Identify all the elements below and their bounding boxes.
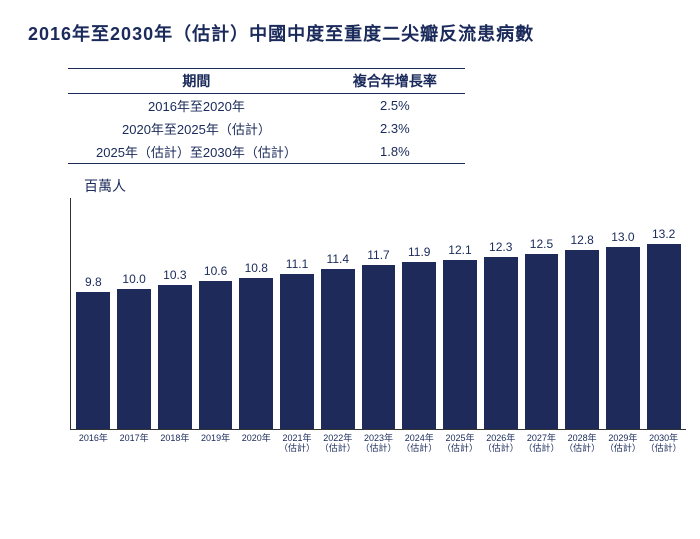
x-tick-label: 2024年（估計） <box>401 433 438 454</box>
plot-area: 9.8 10.0 10.3 10.6 10.8 11.1 11.4 11.7 11.9 12.1 1… <box>70 198 686 430</box>
bar <box>76 292 110 429</box>
x-tick-label: 2016年 <box>75 433 112 454</box>
bar-value-label: 11.9 <box>408 245 430 259</box>
bar-column: 11.4 <box>319 198 356 429</box>
y-axis-unit-label: 百萬人 <box>84 176 672 196</box>
bar-column: 12.8 <box>564 198 601 429</box>
bar <box>443 260 477 429</box>
bar <box>239 278 273 429</box>
bar <box>525 254 559 429</box>
page-root: 2016年至2030年（估計）中國中度至重度二尖瓣反流患病數 期間 複合年增長率… <box>0 0 700 466</box>
cell-cagr: 1.8% <box>325 140 465 164</box>
bar-value-label: 11.4 <box>327 252 349 266</box>
bar-column: 13.2 <box>645 198 682 429</box>
x-tick-label: 2018年 <box>156 433 193 454</box>
table-row: 2025年（估計）至2030年（估計） 1.8% <box>68 140 465 164</box>
cagr-table: 期間 複合年增長率 2016年至2020年 2.5% 2020年至2025年（估… <box>68 68 465 164</box>
bar-column: 10.8 <box>238 198 275 429</box>
bar-value-label: 10.0 <box>122 272 145 286</box>
cell-cagr: 2.5% <box>325 94 465 118</box>
table-row: 2016年至2020年 2.5% <box>68 94 465 118</box>
bar-chart: 9.8 10.0 10.3 10.6 10.8 11.1 11.4 11.7 11.9 12.1 1… <box>70 198 686 454</box>
bar-value-label: 12.5 <box>530 237 553 251</box>
x-tick-label: 2023年（估計） <box>360 433 397 454</box>
bar-value-label: 12.3 <box>489 240 512 254</box>
x-tick-label: 2027年（估計） <box>523 433 560 454</box>
bar-value-label: 12.8 <box>571 233 594 247</box>
th-period: 期間 <box>68 69 325 94</box>
table-row: 2020年至2025年（估計） 2.3% <box>68 117 465 140</box>
bar-column: 11.9 <box>401 198 438 429</box>
bar-column: 10.3 <box>156 198 193 429</box>
bar <box>362 265 396 429</box>
bar-column: 11.1 <box>279 198 316 429</box>
bar-column: 13.0 <box>605 198 642 429</box>
bar <box>402 262 436 429</box>
bar-value-label: 12.1 <box>448 243 471 257</box>
x-tick-label: 2029年（估計） <box>605 433 642 454</box>
cell-cagr: 2.3% <box>325 117 465 140</box>
bar-column: 12.5 <box>523 198 560 429</box>
x-tick-label: 2030年（估計） <box>645 433 682 454</box>
cell-period: 2020年至2025年（估計） <box>68 117 325 140</box>
bar-value-label: 11.1 <box>286 257 308 271</box>
bar-value-label: 10.3 <box>163 268 186 282</box>
bar-value-label: 11.7 <box>367 248 389 262</box>
bar-value-label: 13.0 <box>611 230 634 244</box>
bar-column: 11.7 <box>360 198 397 429</box>
x-axis: 2016年 2017年 2018年 2019年 2020年 2021年（估計）2… <box>71 430 686 454</box>
bar <box>280 274 314 429</box>
bar-column: 9.8 <box>75 198 112 429</box>
bar <box>117 289 151 429</box>
bar-value-label: 13.2 <box>652 227 675 241</box>
bar-value-label: 10.6 <box>204 264 227 278</box>
bar <box>484 257 518 429</box>
bar <box>321 269 355 429</box>
x-tick-label: 2020年 <box>238 433 275 454</box>
bar-value-label: 9.8 <box>85 275 102 289</box>
bar <box>199 281 233 429</box>
bar-column: 10.0 <box>116 198 153 429</box>
page-title: 2016年至2030年（估計）中國中度至重度二尖瓣反流患病數 <box>28 20 672 46</box>
cell-period: 2016年至2020年 <box>68 94 325 118</box>
x-tick-label: 2022年（估計） <box>319 433 356 454</box>
x-tick-label: 2025年（估計） <box>442 433 479 454</box>
bar-value-label: 10.8 <box>245 261 268 275</box>
bar-column: 12.3 <box>482 198 519 429</box>
bar-column: 12.1 <box>442 198 479 429</box>
bar <box>606 247 640 429</box>
bar <box>158 285 192 429</box>
x-tick-label: 2028年（估計） <box>564 433 601 454</box>
bar <box>647 244 681 429</box>
table-header-row: 期間 複合年增長率 <box>68 69 465 94</box>
x-tick-label: 2026年（估計） <box>482 433 519 454</box>
x-tick-label: 2021年（估計） <box>279 433 316 454</box>
th-cagr: 複合年增長率 <box>325 69 465 94</box>
bar-column: 10.6 <box>197 198 234 429</box>
bar <box>565 250 599 429</box>
cell-period: 2025年（估計）至2030年（估計） <box>68 140 325 164</box>
x-tick-label: 2017年 <box>116 433 153 454</box>
x-tick-label: 2019年 <box>197 433 234 454</box>
